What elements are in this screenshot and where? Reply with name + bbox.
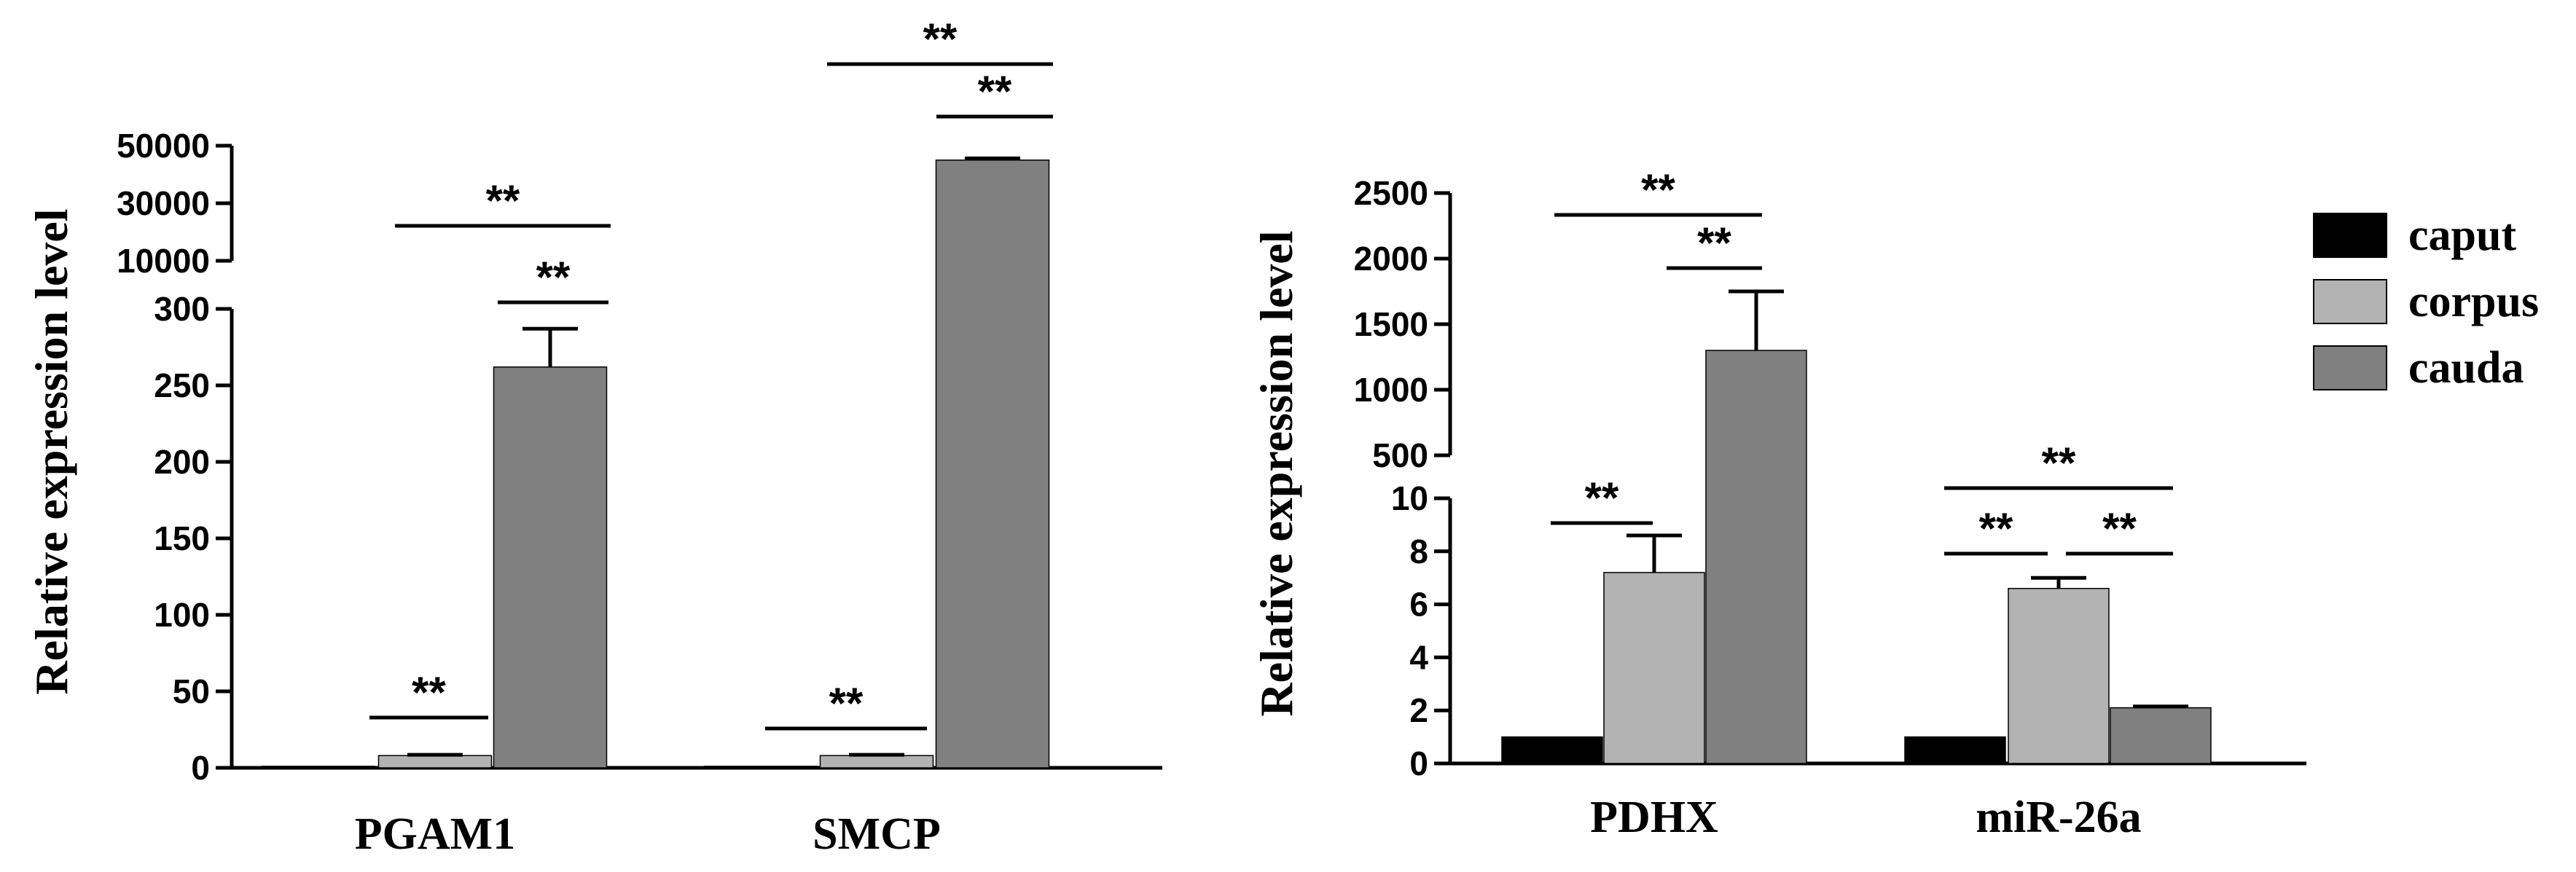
left-bar-corpus [377,755,493,769]
right-category-label: miR-26a [1976,793,2141,842]
right-bar-corpus [1603,572,1705,764]
left-significance-label: ** [923,15,958,63]
right-category-label: PDHX [1590,793,1718,842]
left-category-label: SMCP [813,809,941,859]
right-bar-caput [1904,736,2006,764]
legend-swatch-corpus [2313,279,2387,324]
right-significance-label: ** [2042,439,2076,487]
right-bar-caput [1501,736,1603,764]
right-y-tick-label: 10 [1391,479,1428,517]
left-bar-cauda [935,160,1050,769]
left-y-axis-label: Relative expression level [26,208,77,694]
left-y-tick-label: 150 [154,519,210,557]
right-y-tick-label: 0 [1409,745,1428,782]
left-y-tick-label: 50 [173,672,210,710]
right-bar-corpus [2008,588,2110,764]
left-y-tick-label: 250 [154,366,210,404]
legend: caput corpus cauda [2313,211,2539,393]
left-significance-label: ** [536,253,571,302]
left-significance-label: ** [486,176,520,225]
left-y-tick-label: 0 [191,749,210,787]
left-bar-cauda [493,366,608,769]
left-y-tick-label: 10000 [117,242,210,280]
right-y-tick-label: 500 [1372,436,1428,474]
right-y-tick-label: 2500 [1354,174,1428,212]
left-y-tick-label: 50000 [117,127,210,165]
right-y-tick-label: 4 [1409,638,1428,676]
left-bar-caput [261,766,376,769]
right-significance-label: ** [1641,165,1675,214]
right-significance-label: ** [2102,504,2137,553]
right-bar-cauda [1705,350,1807,764]
left-bar-caput [703,766,818,769]
left-bar-corpus [819,755,934,769]
legend-swatch-caput [2313,213,2387,258]
right-y-axis-label: Relative expression level [1250,230,1302,716]
left-significance-label: ** [412,668,446,717]
left-significance-label: ** [829,679,864,728]
left-category-label: PGAM1 [355,809,515,859]
left-y-tick-label: 200 [154,443,210,481]
right-significance-label: ** [1585,474,1619,522]
legend-label-caput: caput [2408,211,2516,260]
right-significance-label: ** [1697,219,1731,267]
right-y-tick-label: 6 [1409,586,1428,624]
legend-label-corpus: corpus [2408,277,2539,326]
right-bar-cauda [2110,707,2212,764]
left-y-tick-label: 100 [154,596,210,634]
right-y-tick-label: 1000 [1354,371,1428,409]
legend-label-cauda: cauda [2408,343,2524,393]
right-chart-panel: Relative expression level 0 2 4 6 8 10 500 1000… [1250,165,2306,842]
right-y-tick-label: 2 [1409,691,1428,729]
right-y-tick-label: 1500 [1354,305,1428,343]
left-significance-label: ** [978,67,1012,116]
right-significance-label: ** [1979,504,2013,553]
left-y-tick-label: 300 [154,290,210,328]
legend-swatch-cauda [2313,345,2387,390]
left-chart-panel: Relative expression level 0 50 100 150 200 25… [26,15,1162,859]
right-y-tick-label: 2000 [1354,240,1428,278]
right-y-tick-label: 8 [1409,533,1428,570]
left-y-tick-label: 30000 [117,184,210,222]
